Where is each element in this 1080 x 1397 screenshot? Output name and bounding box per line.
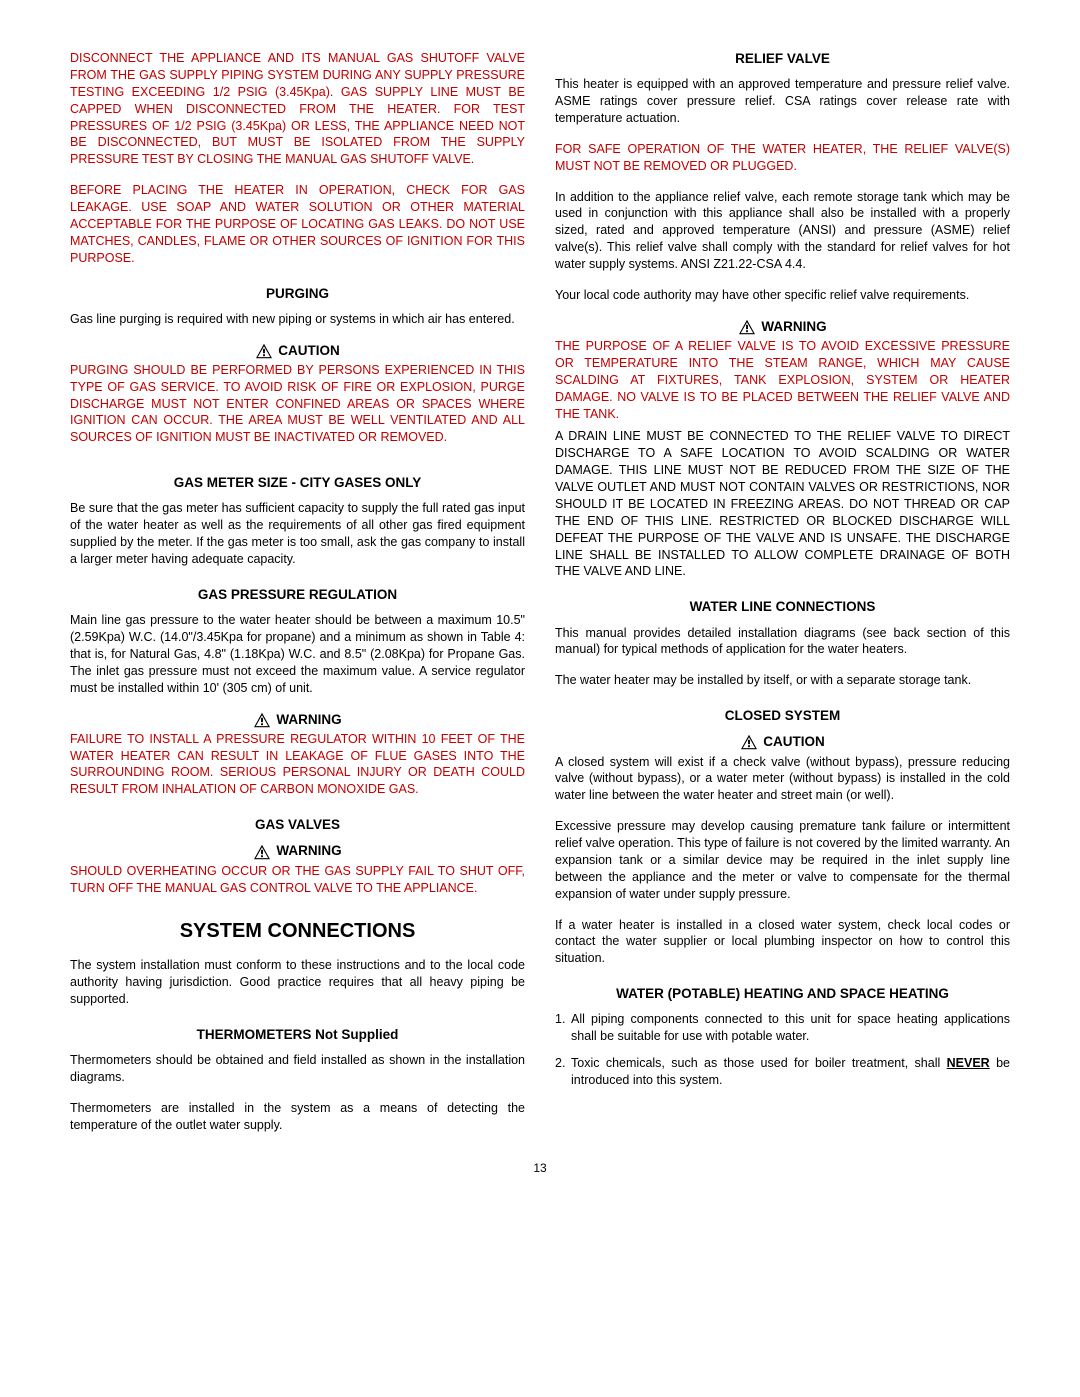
potable-list-item-1: All piping components connected to this … <box>555 1011 1010 1045</box>
closed-system-text-3: If a water heater is installed in a clos… <box>555 917 1010 968</box>
gas-meter-heading: GAS METER SIZE - CITY GASES ONLY <box>70 474 525 492</box>
purging-caution-text: PURGING SHOULD BE PERFORMED BY PERSONS E… <box>70 362 525 446</box>
warning-text: WARNING <box>276 711 341 729</box>
relief-valve-heading: RELIEF VALVE <box>555 50 1010 68</box>
thermometers-heading: THERMOMETERS Not Supplied <box>70 1026 525 1044</box>
drain-line-text: A DRAIN LINE MUST BE CONNECTED TO THE RE… <box>555 428 1010 580</box>
gas-valves-heading: GAS VALVES <box>70 816 525 834</box>
caution-text: CAUTION <box>763 733 825 751</box>
closed-system-text-1: A closed system will exist if a check va… <box>555 754 1010 805</box>
warning-triangle-icon <box>253 844 271 860</box>
gas-pressure-heading: GAS PRESSURE REGULATION <box>70 586 525 604</box>
leak-check-warning-text: BEFORE PLACING THE HEATER IN OPERATION, … <box>70 182 525 266</box>
relief-valve-text-2: In addition to the appliance relief valv… <box>555 189 1010 273</box>
warning-label: WARNING <box>70 842 525 860</box>
thermometers-text-2: Thermometers are installed in the system… <box>70 1100 525 1134</box>
gas-pressure-text: Main line gas pressure to the water heat… <box>70 612 525 696</box>
disconnect-warning-text: DISCONNECT THE APPLIANCE AND ITS MANUAL … <box>70 50 525 168</box>
thermometers-text-1: Thermometers should be obtained and fiel… <box>70 1052 525 1086</box>
relief-warning-text: THE PURPOSE OF A RELIEF VALVE IS TO AVOI… <box>555 338 1010 422</box>
purging-heading: PURGING <box>70 285 525 303</box>
two-column-layout: DISCONNECT THE APPLIANCE AND ITS MANUAL … <box>70 50 1010 1148</box>
water-line-text-2: The water heater may be installed by its… <box>555 672 1010 689</box>
water-line-text-1: This manual provides detailed installati… <box>555 625 1010 659</box>
water-line-heading: WATER LINE CONNECTIONS <box>555 598 1010 616</box>
right-column: RELIEF VALVE This heater is equipped wit… <box>555 50 1010 1148</box>
warning-triangle-icon <box>738 319 756 335</box>
caution-text: CAUTION <box>278 342 340 360</box>
warning-triangle-icon <box>253 712 271 728</box>
system-connections-text: The system installation must conform to … <box>70 957 525 1008</box>
potable-list-item-2: Toxic chemicals, such as those used for … <box>555 1055 1010 1089</box>
purging-text: Gas line purging is required with new pi… <box>70 311 525 328</box>
left-column: DISCONNECT THE APPLIANCE AND ITS MANUAL … <box>70 50 525 1148</box>
closed-system-text-2: Excessive pressure may develop causing p… <box>555 818 1010 902</box>
relief-valve-text-1: This heater is equipped with an approved… <box>555 76 1010 127</box>
warning-triangle-icon <box>740 734 758 750</box>
gas-meter-text: Be sure that the gas meter has sufficien… <box>70 500 525 568</box>
closed-system-heading: CLOSED SYSTEM <box>555 707 1010 725</box>
page-number: 13 <box>70 1160 1010 1176</box>
warning-label: WARNING <box>70 711 525 729</box>
potable-list: All piping components connected to this … <box>555 1011 1010 1089</box>
system-connections-heading: SYSTEM CONNECTIONS <box>70 918 525 945</box>
gas-valves-warning-text: SHOULD OVERHEATING OCCUR OR THE GAS SUPP… <box>70 863 525 897</box>
caution-label: CAUTION <box>70 342 525 360</box>
pressure-warning-text: FAILURE TO INSTALL A PRESSURE REGULATOR … <box>70 731 525 799</box>
warning-text: WARNING <box>276 842 341 860</box>
relief-valve-text-3: Your local code authority may have other… <box>555 287 1010 304</box>
warning-label: WARNING <box>555 318 1010 336</box>
warning-triangle-icon <box>255 343 273 359</box>
warning-text: WARNING <box>761 318 826 336</box>
relief-valve-red-text: FOR SAFE OPERATION OF THE WATER HEATER, … <box>555 141 1010 175</box>
potable-heading: WATER (POTABLE) HEATING AND SPACE HEATIN… <box>555 985 1010 1003</box>
caution-label: CAUTION <box>555 733 1010 751</box>
